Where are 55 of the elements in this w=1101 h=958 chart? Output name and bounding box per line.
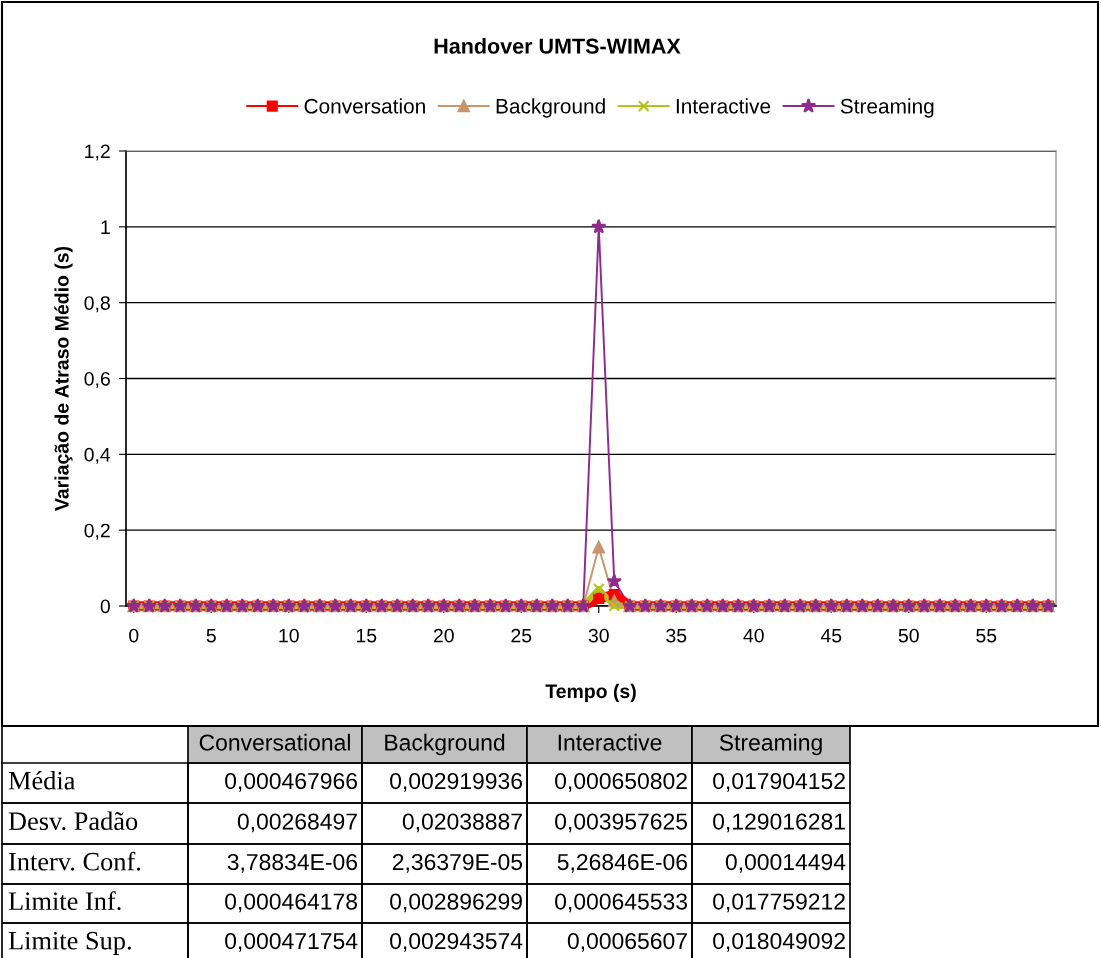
y-tick-label: 0,8 [84, 296, 110, 313]
x-axis-title: Tempo (s) [545, 683, 636, 702]
legend-label: Interactive [676, 98, 771, 114]
category-label: Interv. Conf. [8, 851, 141, 871]
x-tick-label: 45 [820, 628, 842, 643]
x-tick-label: 30 [588, 628, 609, 643]
y-axis-title: Variação de Atraso Médio (s) [54, 246, 73, 511]
x-tick-label: 5 [206, 628, 216, 643]
x-tick-label: 25 [511, 628, 532, 643]
category-label: Background [385, 733, 505, 756]
text: 0,000645533 [555, 893, 688, 913]
text: 0,000467966 [225, 772, 358, 792]
category-label: Streaming [719, 733, 822, 756]
x-tick-label: 40 [743, 628, 764, 643]
legend-label: Background [496, 98, 605, 118]
text: 0,00014494 [725, 853, 846, 873]
text: 3,78834E-06 [227, 853, 357, 873]
category-label: Conversational [199, 733, 350, 751]
category-label: Média [8, 771, 76, 790]
text: 0,00065607 [567, 932, 687, 952]
x-tick-label: 55 [976, 628, 997, 643]
category-label: Limite Sup. [8, 931, 131, 955]
y-tick-label: 1,2 [85, 144, 110, 161]
x-tick-label: 15 [356, 628, 377, 643]
text: 0,000650802 [555, 772, 687, 792]
category-label: Desv. Padão [8, 811, 138, 831]
y-tick-label: 1 [101, 220, 110, 234]
text: 0,018049092 [713, 932, 845, 952]
text: 2,36379E-05 [392, 853, 523, 873]
text: 5,26846E-06 [557, 853, 687, 873]
text: 0,002943574 [390, 932, 523, 952]
x-tick-label: 50 [898, 628, 919, 643]
text: 0,129016281 [713, 813, 845, 833]
text: 0,002896299 [390, 893, 522, 913]
legend-label: Streaming [840, 98, 934, 118]
text: 0,017759212 [713, 893, 845, 913]
chart-title: Handover UMTS-WIMAX [434, 37, 681, 54]
text: 0,00268497 [237, 813, 357, 833]
text: 0,000464178 [225, 893, 358, 913]
text: 0,02038887 [402, 813, 522, 833]
text: 0,003957625 [555, 813, 688, 833]
y-tick-label: 0,2 [84, 523, 110, 540]
text: 0,002919936 [390, 772, 523, 792]
y-tick-label: 0 [100, 599, 110, 614]
y-tick-label: 0,6 [84, 371, 110, 389]
x-tick-label: 0 [129, 628, 139, 643]
text: 0,017904152 [713, 772, 845, 792]
y-tick-label: 0,4 [84, 447, 111, 464]
x-tick-label: 20 [433, 628, 454, 643]
x-tick-label: 35 [666, 628, 687, 643]
legend-label: Conversation [304, 98, 425, 114]
text: 0,000471754 [225, 932, 358, 952]
category-label: Interactive [558, 733, 662, 751]
x-tick-label: 10 [279, 628, 299, 643]
category-label: Limite Inf. [8, 891, 121, 911]
